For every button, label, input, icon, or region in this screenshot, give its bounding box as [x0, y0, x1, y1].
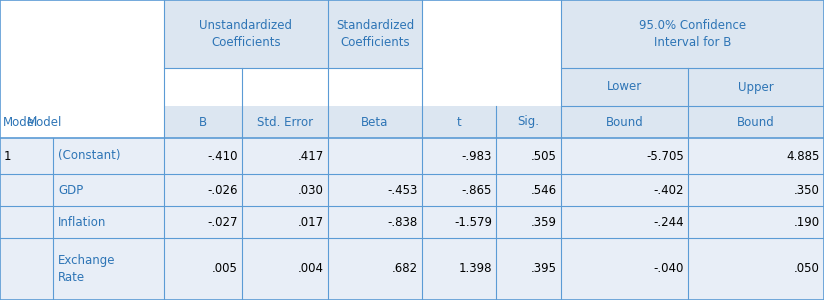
Text: .417: .417	[297, 149, 324, 163]
Text: Beta: Beta	[361, 116, 389, 128]
Text: .395: .395	[531, 262, 557, 275]
Text: .359: .359	[531, 215, 557, 229]
Text: Inflation: Inflation	[58, 215, 106, 229]
Text: -.026: -.026	[208, 184, 238, 196]
Text: 4.885: 4.885	[787, 149, 820, 163]
Text: Bound: Bound	[737, 116, 775, 128]
Bar	[242, 206, 328, 238]
Bar	[0, 0, 164, 68]
Bar	[328, 174, 422, 206]
Text: t: t	[456, 116, 461, 128]
Bar	[422, 238, 496, 300]
Text: -.865: -.865	[461, 184, 492, 196]
Text: -1.579: -1.579	[454, 215, 492, 229]
Bar	[328, 106, 422, 138]
Bar	[53, 138, 164, 174]
Bar	[164, 0, 328, 68]
Text: .050: .050	[794, 262, 820, 275]
Text: Lower: Lower	[606, 80, 642, 94]
Bar	[561, 138, 688, 174]
Bar	[561, 238, 688, 300]
Bar	[0, 138, 53, 174]
Bar	[0, 106, 164, 138]
Text: .005: .005	[212, 262, 238, 275]
Text: .030: .030	[298, 184, 324, 196]
Bar	[422, 106, 496, 138]
Text: Model: Model	[26, 116, 62, 128]
Bar	[242, 138, 328, 174]
Text: .682: .682	[392, 262, 418, 275]
Text: Standardized
Coefficients: Standardized Coefficients	[336, 19, 414, 49]
Bar	[242, 174, 328, 206]
Bar	[0, 238, 53, 300]
Bar	[328, 0, 422, 68]
Text: 95.0% Confidence
Interval for B: 95.0% Confidence Interval for B	[639, 19, 746, 49]
Bar	[164, 238, 242, 300]
Text: -.040: -.040	[653, 262, 684, 275]
Text: -.453: -.453	[387, 184, 418, 196]
Bar	[164, 174, 242, 206]
Bar	[328, 206, 422, 238]
Bar	[688, 174, 824, 206]
Text: Sig.: Sig.	[517, 116, 540, 128]
Bar	[688, 238, 824, 300]
Text: .505: .505	[531, 149, 557, 163]
Text: GDP: GDP	[58, 184, 83, 196]
Bar	[422, 206, 496, 238]
Bar	[496, 106, 561, 138]
Text: .546: .546	[531, 184, 557, 196]
Text: -.838: -.838	[388, 215, 418, 229]
Text: B: B	[199, 116, 207, 128]
Text: Std. Error: Std. Error	[257, 116, 313, 128]
Bar	[422, 174, 496, 206]
Text: 1: 1	[4, 149, 12, 163]
Text: -.983: -.983	[461, 149, 492, 163]
Bar	[328, 238, 422, 300]
Text: -.402: -.402	[653, 184, 684, 196]
Bar	[561, 206, 688, 238]
Text: 1.398: 1.398	[458, 262, 492, 275]
Text: -.244: -.244	[653, 215, 684, 229]
Bar	[561, 106, 688, 138]
Bar	[496, 238, 561, 300]
Text: .350: .350	[794, 184, 820, 196]
Text: Exchange
Rate: Exchange Rate	[58, 254, 115, 284]
Text: Bound: Bound	[606, 116, 644, 128]
Text: .190: .190	[794, 215, 820, 229]
Bar	[688, 206, 824, 238]
Bar	[0, 206, 53, 238]
Text: .004: .004	[298, 262, 324, 275]
Bar	[242, 106, 328, 138]
Bar	[496, 174, 561, 206]
Bar	[0, 68, 164, 106]
Bar	[496, 206, 561, 238]
Bar	[328, 138, 422, 174]
Text: -.410: -.410	[208, 149, 238, 163]
Text: -5.705: -5.705	[646, 149, 684, 163]
Bar	[561, 0, 824, 68]
Bar	[688, 138, 824, 174]
Bar	[422, 138, 496, 174]
Bar	[561, 174, 688, 206]
Bar	[164, 106, 242, 138]
Bar	[53, 238, 164, 300]
Bar	[53, 206, 164, 238]
Bar	[164, 138, 242, 174]
Bar	[164, 68, 561, 106]
Text: .017: .017	[297, 215, 324, 229]
Bar	[0, 174, 53, 206]
Bar	[496, 138, 561, 174]
Bar	[561, 68, 688, 106]
Bar	[164, 206, 242, 238]
Text: Upper: Upper	[738, 80, 774, 94]
Bar	[688, 106, 824, 138]
Text: Unstandardized
Coefficients: Unstandardized Coefficients	[199, 19, 293, 49]
Text: -.027: -.027	[208, 215, 238, 229]
Bar	[53, 174, 164, 206]
Bar	[688, 68, 824, 106]
Text: (Constant): (Constant)	[58, 149, 120, 163]
Text: Model: Model	[3, 116, 39, 128]
Bar	[242, 238, 328, 300]
Bar	[422, 0, 561, 68]
